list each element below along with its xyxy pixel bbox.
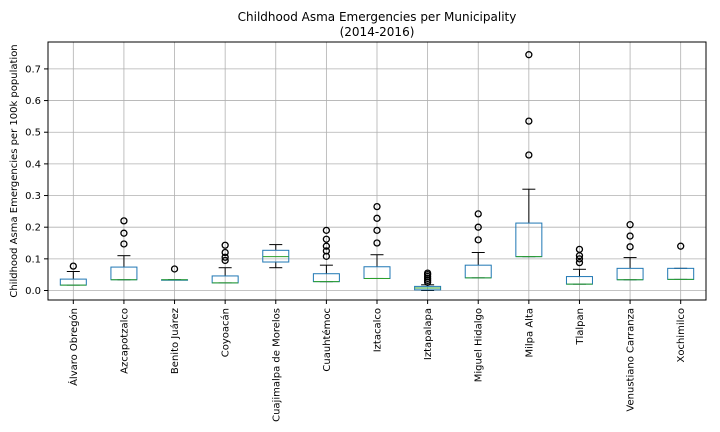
y-tick-label: 0.6 — [25, 96, 41, 107]
outlier-point — [221, 248, 229, 257]
boxplot-6 — [363, 202, 391, 279]
outlier-point — [474, 210, 482, 218]
x-tick-label: Benito Juárez — [169, 308, 181, 374]
outlier-point — [322, 242, 331, 250]
y-tick-label: 0.7 — [25, 64, 41, 75]
y-tick-label: 0.1 — [25, 254, 41, 265]
x-tick-label: Cuajimalpa de Morelos — [271, 308, 282, 422]
outlier-point — [525, 151, 533, 159]
boxplot-9 — [515, 51, 543, 258]
boxplot-12 — [667, 242, 695, 280]
outlier-point — [373, 202, 381, 211]
outlier-point — [525, 117, 533, 125]
outlier-point — [120, 229, 128, 237]
outlier-point — [373, 226, 381, 235]
boxplot-5 — [312, 226, 340, 283]
outlier-point — [322, 247, 331, 255]
boxplot-4 — [262, 244, 290, 269]
outlier-point — [677, 242, 685, 250]
outlier-point — [474, 236, 482, 244]
x-tick-label: Venustiano Carranza — [626, 308, 637, 412]
outlier-point — [423, 269, 432, 277]
boxes — [59, 51, 695, 292]
outlier-point — [322, 226, 331, 235]
outlier-point — [575, 245, 584, 253]
boxplot-8 — [464, 210, 492, 279]
x-ticks: Álvaro Obregón Azcapotzalco Benito Juárez C… — [67, 300, 687, 422]
outlier-point — [474, 223, 482, 231]
x-tick-label: Miguel Hidalgo — [474, 308, 485, 382]
x-tick-label: Azcapotzalco — [119, 308, 130, 374]
outlier-point — [626, 232, 634, 240]
boxplot-10 — [565, 245, 593, 285]
x-tick-label: Tlalpan — [575, 308, 586, 346]
outlier-point — [626, 221, 634, 229]
y-tick-label: 0.5 — [25, 128, 41, 139]
chart-title: Childhood Asma Emergencies per Municipal… — [238, 10, 517, 24]
boxplot-2 — [161, 265, 189, 281]
boxplot-3 — [211, 241, 239, 284]
x-tick-label: Cuauhtémoc — [321, 308, 333, 372]
boxplot-11 — [616, 221, 644, 281]
outlier-point — [170, 265, 179, 273]
y-ticks: 0.0 0.1 0.2 0.3 0.4 0.5 0.6 0.7 — [25, 64, 48, 297]
outlier-point — [575, 255, 584, 263]
boxplot-1 — [110, 217, 138, 281]
outlier-point — [120, 217, 128, 225]
y-axis-label: Childhood Asma Emergencies per 100k popu… — [9, 44, 20, 297]
outlier-point — [221, 253, 229, 261]
y-tick-label: 0.4 — [25, 159, 41, 170]
x-tick-label: Milpa Alta — [524, 308, 535, 358]
x-tick-label: Iztacalco — [373, 308, 384, 352]
outlier-point — [373, 214, 381, 222]
outlier-point — [626, 243, 634, 251]
grid — [48, 42, 706, 300]
outlier-point — [322, 235, 331, 243]
x-tick-label: Iztapalapa — [423, 308, 434, 360]
y-tick-label: 0.2 — [25, 223, 41, 234]
outlier-point — [575, 258, 584, 267]
outlier-point — [221, 241, 229, 249]
outlier-point — [221, 256, 229, 265]
x-tick-label: Xochimilco — [676, 308, 687, 363]
outlier-point — [525, 51, 533, 59]
boxplot-7 — [414, 269, 442, 292]
boxplot-0 — [59, 262, 87, 286]
x-tick-label: Álvaro Obregón — [67, 308, 80, 386]
outlier-point — [69, 262, 77, 270]
outlier-point — [120, 240, 128, 248]
y-tick-label: 0.3 — [25, 191, 41, 202]
x-tick-label: Coyoacán — [220, 308, 232, 357]
y-tick-label: 0.0 — [25, 286, 41, 297]
outlier-point — [373, 239, 381, 247]
chart-subtitle: (2014-2016) — [340, 25, 415, 39]
